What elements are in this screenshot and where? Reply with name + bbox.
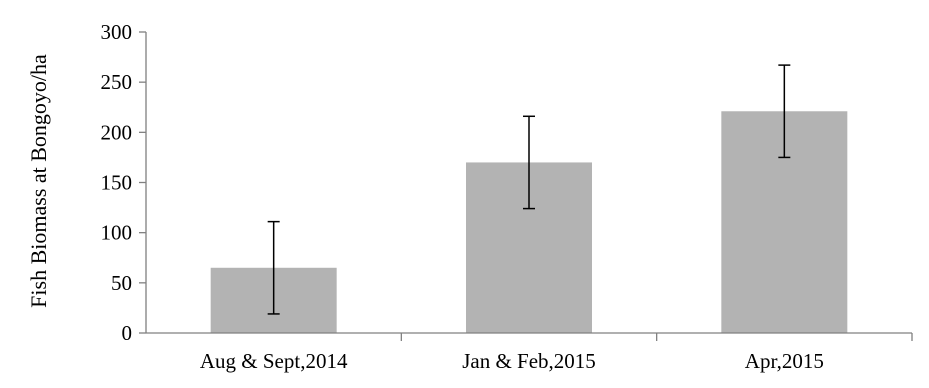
y-tick-label: 0: [122, 321, 133, 345]
y-axis-ticks: 0 50 100 150 200 250 300: [101, 20, 146, 345]
x-category-label: Aug & Sept,2014: [200, 349, 348, 373]
x-category-label: Jan & Feb,2015: [462, 349, 596, 373]
y-axis-title-group: Fish Biomass at Bongoyo/ha: [26, 54, 51, 308]
y-tick-label: 100: [101, 221, 133, 245]
y-axis-title: Fish Biomass at Bongoyo/ha: [26, 54, 51, 308]
y-tick-label: 150: [101, 171, 133, 195]
y-tick-label: 200: [101, 120, 133, 144]
y-tick-label: 50: [111, 271, 132, 295]
error-bars: [267, 64, 791, 315]
y-tick-label: 300: [101, 20, 133, 44]
axes: [145, 32, 913, 341]
x-axis-labels: Aug & Sept,2014 Jan & Feb,2015 Apr,2015: [200, 349, 824, 373]
y-tick-label: 250: [101, 70, 133, 94]
x-category-label: Apr,2015: [745, 349, 824, 373]
